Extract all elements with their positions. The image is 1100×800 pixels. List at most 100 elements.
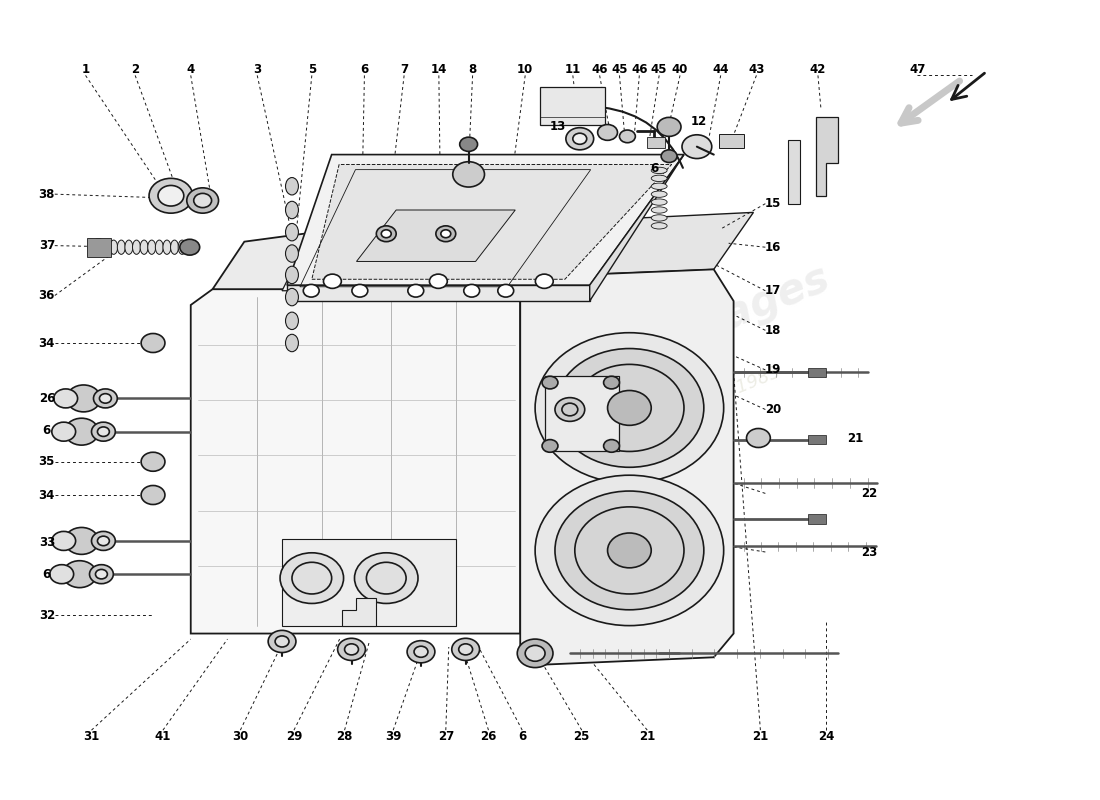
Text: 12: 12	[691, 115, 707, 128]
Text: 6: 6	[43, 568, 51, 581]
Text: 4: 4	[187, 62, 195, 75]
Ellipse shape	[163, 240, 170, 254]
Text: 47: 47	[909, 62, 925, 75]
Circle shape	[89, 565, 113, 584]
Text: 14: 14	[431, 62, 447, 75]
Polygon shape	[287, 286, 590, 301]
Circle shape	[54, 389, 78, 408]
Text: 28: 28	[337, 730, 353, 743]
Text: 16: 16	[766, 241, 781, 254]
Circle shape	[344, 644, 359, 655]
Text: 36: 36	[39, 289, 55, 302]
Circle shape	[280, 553, 343, 603]
Circle shape	[141, 334, 165, 353]
Text: 11: 11	[564, 62, 581, 75]
Text: a passion for online since 1985: a passion for online since 1985	[516, 363, 783, 485]
Text: 46: 46	[592, 62, 608, 75]
Text: 40: 40	[672, 62, 689, 75]
Circle shape	[141, 452, 165, 471]
Text: 1: 1	[81, 62, 89, 75]
Text: 21: 21	[639, 730, 656, 743]
Circle shape	[67, 385, 100, 412]
Circle shape	[542, 376, 558, 389]
Ellipse shape	[147, 240, 156, 254]
Text: 6: 6	[518, 730, 526, 743]
Text: 6: 6	[43, 423, 51, 437]
Circle shape	[187, 188, 219, 213]
Text: 38: 38	[39, 188, 55, 201]
Circle shape	[535, 475, 724, 626]
Text: 43: 43	[748, 62, 764, 75]
Bar	[808, 367, 826, 377]
Ellipse shape	[651, 167, 667, 174]
Ellipse shape	[286, 288, 298, 306]
Polygon shape	[520, 212, 754, 278]
Circle shape	[52, 422, 76, 441]
Ellipse shape	[178, 240, 186, 254]
Circle shape	[382, 230, 392, 238]
Circle shape	[604, 376, 619, 389]
Polygon shape	[342, 598, 376, 626]
Ellipse shape	[651, 183, 667, 190]
Bar	[87, 238, 111, 257]
Circle shape	[573, 134, 586, 144]
Ellipse shape	[132, 240, 141, 254]
Circle shape	[65, 418, 98, 445]
Bar	[808, 514, 826, 523]
Circle shape	[91, 531, 116, 550]
Text: 6: 6	[361, 62, 368, 75]
Text: 26: 26	[481, 730, 497, 743]
Circle shape	[94, 389, 118, 408]
Circle shape	[429, 274, 448, 288]
Text: 2: 2	[131, 62, 140, 75]
Circle shape	[556, 491, 704, 610]
Polygon shape	[816, 117, 838, 196]
Ellipse shape	[651, 199, 667, 206]
Bar	[544, 376, 619, 451]
Text: 3: 3	[253, 62, 262, 75]
Ellipse shape	[651, 175, 667, 182]
Circle shape	[408, 285, 424, 297]
Circle shape	[556, 398, 585, 422]
Bar	[282, 538, 455, 626]
Circle shape	[498, 285, 514, 297]
Circle shape	[747, 429, 770, 447]
Text: 26: 26	[39, 392, 55, 405]
Circle shape	[141, 486, 165, 505]
Circle shape	[619, 130, 636, 142]
Text: 34: 34	[39, 489, 55, 502]
Text: 46: 46	[631, 62, 648, 75]
Text: 24: 24	[817, 730, 834, 743]
Text: 42: 42	[810, 62, 826, 75]
Text: 6: 6	[650, 162, 658, 175]
Circle shape	[52, 531, 76, 550]
Text: 34: 34	[39, 337, 55, 350]
Ellipse shape	[286, 312, 298, 330]
Circle shape	[50, 565, 74, 584]
Circle shape	[407, 641, 434, 663]
Bar	[540, 86, 605, 125]
Ellipse shape	[140, 240, 148, 254]
Text: 37: 37	[39, 239, 55, 252]
Ellipse shape	[118, 240, 125, 254]
Text: 8: 8	[469, 62, 476, 75]
Circle shape	[464, 285, 480, 297]
Bar	[789, 140, 800, 204]
Circle shape	[535, 333, 724, 483]
Circle shape	[99, 394, 111, 403]
Text: 10: 10	[517, 62, 534, 75]
Polygon shape	[282, 162, 600, 290]
Circle shape	[460, 137, 477, 151]
Polygon shape	[190, 289, 520, 634]
Ellipse shape	[125, 240, 133, 254]
Text: 19: 19	[766, 363, 781, 377]
Text: 25: 25	[573, 730, 590, 743]
Text: 7: 7	[400, 62, 408, 75]
Ellipse shape	[286, 334, 298, 352]
Circle shape	[525, 646, 544, 662]
Ellipse shape	[102, 240, 110, 254]
Circle shape	[565, 128, 594, 150]
Text: 20: 20	[766, 403, 781, 416]
Circle shape	[91, 422, 116, 441]
Polygon shape	[356, 210, 515, 262]
